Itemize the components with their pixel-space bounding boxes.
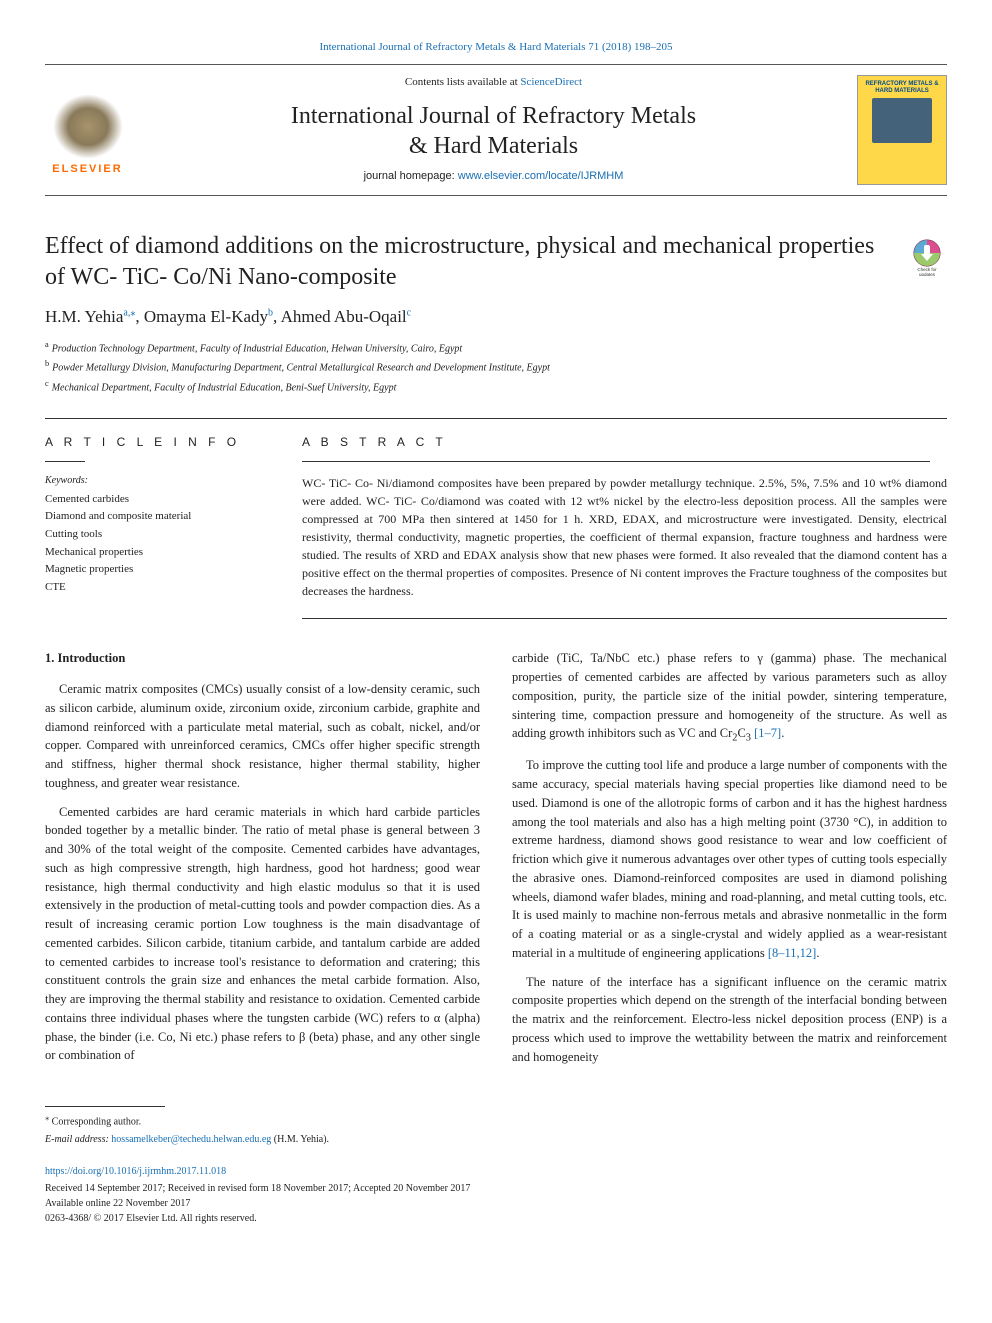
body-paragraph: To improve the cutting tool life and pro… — [512, 756, 947, 962]
elsevier-wordmark: ELSEVIER — [52, 162, 122, 178]
article-info-heading: A R T I C L E I N F O — [45, 434, 270, 462]
journal-name: International Journal of Refractory Meta… — [145, 101, 842, 161]
doi-link[interactable]: https://doi.org/10.1016/j.ijrmhm.2017.11… — [45, 1164, 947, 1179]
keyword-item: Magnetic properties — [45, 561, 270, 579]
check-for-updates-icon[interactable]: Check for updates — [907, 236, 947, 276]
email-line: E-mail address: hossamelkeber@techedu.he… — [45, 1132, 947, 1147]
keyword-item: CTE — [45, 579, 270, 597]
section-heading-introduction: 1. Introduction — [45, 649, 480, 668]
keyword-item: Diamond and composite material — [45, 508, 270, 526]
corresponding-email-link[interactable]: hossamelkeber@techedu.helwan.edu.eg — [111, 1134, 271, 1145]
citation-link[interactable]: [1–7] — [751, 726, 781, 740]
body-columns: 1. Introduction Ceramic matrix composite… — [45, 649, 947, 1076]
affiliation-c: cMechanical Department, Faculty of Indus… — [45, 377, 947, 396]
abstract-block: A B S T R A C T WC- TiC- Co- Ni/diamond … — [302, 419, 947, 619]
author-3-affil[interactable]: c — [407, 307, 411, 326]
running-head: International Journal of Refractory Meta… — [45, 40, 947, 56]
body-paragraph: carbide (TiC, Ta/NbC etc.) phase refers … — [512, 649, 947, 746]
elsevier-tree-icon — [53, 94, 123, 159]
cover-label: REFRACTORY METALS & HARD MATERIALS — [863, 81, 941, 94]
journal-homepage-link[interactable]: www.elsevier.com/locate/IJRMHM — [458, 170, 624, 182]
author-3: Ahmed Abu-Oqail — [281, 307, 407, 326]
author-1: H.M. Yehia — [45, 307, 123, 326]
body-paragraph: Ceramic matrix composites (CMCs) usually… — [45, 680, 480, 793]
affiliation-b: bPowder Metallurgy Division, Manufacturi… — [45, 357, 947, 376]
keyword-item: Mechanical properties — [45, 544, 270, 562]
article-info-block: A R T I C L E I N F O Keywords: Cemented… — [45, 419, 270, 619]
keywords-list: Cemented carbides Diamond and composite … — [45, 491, 270, 597]
corresponding-author-line: ⁎ Corresponding author. — [45, 1112, 947, 1129]
journal-header: ELSEVIER Contents lists available at Sci… — [45, 64, 947, 196]
abstract-heading: A B S T R A C T — [302, 434, 947, 462]
journal-homepage-line: journal homepage: www.elsevier.com/locat… — [145, 169, 842, 185]
body-paragraph: The nature of the interface has a signif… — [512, 973, 947, 1067]
header-center: Contents lists available at ScienceDirec… — [130, 75, 857, 185]
citation-link[interactable]: [8–11,12] — [768, 946, 817, 960]
body-paragraph: Cemented carbides are hard ceramic mater… — [45, 803, 480, 1066]
footer-block: ⁎ Corresponding author. E-mail address: … — [45, 1112, 947, 1225]
body-col-left: 1. Introduction Ceramic matrix composite… — [45, 649, 480, 1076]
running-head-link[interactable]: International Journal of Refractory Meta… — [319, 41, 672, 53]
keyword-item: Cutting tools — [45, 526, 270, 544]
received-line: Received 14 September 2017; Received in … — [45, 1181, 947, 1196]
article-title: Effect of diamond additions on the micro… — [45, 231, 892, 293]
elsevier-logo: ELSEVIER — [45, 82, 130, 177]
svg-text:updates: updates — [919, 272, 936, 276]
author-2-affil[interactable]: b — [268, 307, 273, 326]
body-col-right: carbide (TiC, Ta/NbC etc.) phase refers … — [512, 649, 947, 1076]
keyword-item: Cemented carbides — [45, 491, 270, 509]
keywords-label: Keywords: — [45, 474, 270, 489]
affiliation-a: aProduction Technology Department, Facul… — [45, 338, 947, 357]
contents-lists-line: Contents lists available at ScienceDirec… — [145, 75, 842, 91]
affiliations: aProduction Technology Department, Facul… — [45, 338, 947, 396]
author-2: Omayma El-Kady — [144, 307, 268, 326]
journal-cover-thumbnail: REFRACTORY METALS & HARD MATERIALS — [857, 75, 947, 185]
cover-image — [872, 98, 932, 143]
sciencedirect-link[interactable]: ScienceDirect — [520, 76, 582, 88]
authors-line: H.M. Yehiaa,⁎, Omayma El-Kadyb, Ahmed Ab… — [45, 305, 947, 330]
abstract-text: WC- TiC- Co- Ni/diamond composites have … — [302, 474, 947, 600]
footer-separator — [45, 1106, 165, 1107]
issn-copyright-line: 0263-4368/ © 2017 Elsevier Ltd. All righ… — [45, 1211, 947, 1226]
available-line: Available online 22 November 2017 — [45, 1196, 947, 1211]
author-1-corr[interactable]: ⁎ — [130, 307, 135, 326]
